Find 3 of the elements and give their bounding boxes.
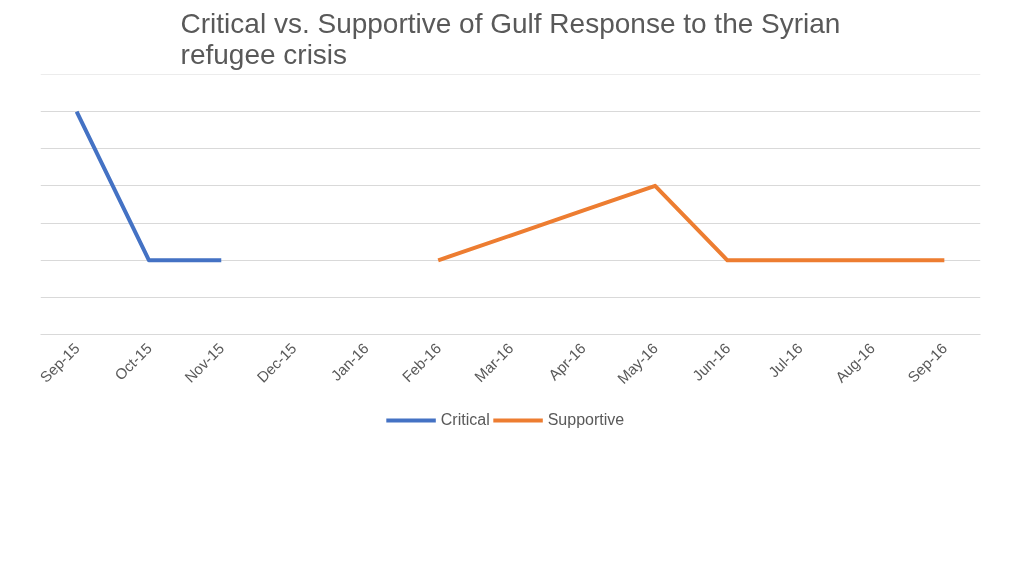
- legend-label: Critical: [440, 411, 490, 429]
- chart-title: Critical vs. Supportive of Gulf Response to the Syrian refugee crisis: [180, 7, 841, 70]
- legend-label: Supportive: [547, 411, 625, 429]
